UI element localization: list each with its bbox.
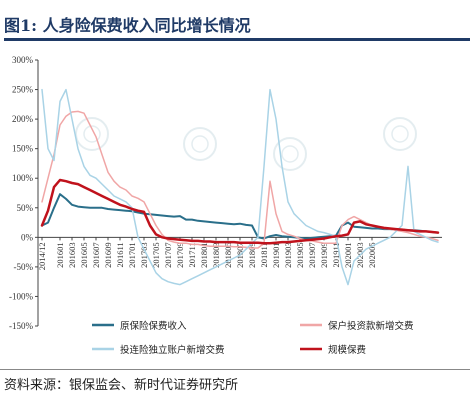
series-line — [40, 178, 440, 245]
x-tick-label: 202005 — [367, 242, 377, 267]
watermark-ring — [383, 117, 417, 151]
line-chart: 300% 250% 200% 150% 100% 50% 0% -50% -100% -150% 2… — [9, 55, 442, 356]
y-tick-label: -100% — [9, 291, 33, 301]
x-tick-label: 2014/12 — [37, 242, 47, 270]
legend-label: 保户投资款新增交费 — [328, 320, 414, 332]
source-divider — [0, 369, 470, 370]
legend-label: 投连险独立账户新增交费 — [120, 344, 225, 356]
title-divider — [4, 38, 470, 41]
y-tick-label: 250% — [12, 85, 34, 95]
watermark-logos — [75, 117, 417, 171]
x-tick-label: 201605 — [79, 242, 89, 267]
watermark-ring — [75, 117, 109, 151]
x-tick-label: 201601 — [55, 242, 65, 267]
axes: 300% 250% 200% 150% 100% 50% 0% -50% -100% -150% 2… — [9, 55, 442, 331]
x-tick-label: 201805 — [223, 242, 233, 267]
x-tick-label: 201701 — [127, 242, 137, 267]
x-tick-label: 201611 — [115, 242, 125, 267]
x-tick-label: 201801 — [199, 242, 209, 267]
watermark-logo — [273, 137, 307, 171]
watermark-inner-ring — [281, 145, 299, 163]
series-line — [41, 88, 439, 286]
legend-label: 原保险保费收入 — [120, 320, 187, 332]
watermark-logo — [383, 117, 417, 151]
legend-label: 规模保费 — [328, 344, 366, 356]
x-tick-label: 201901 — [271, 242, 281, 267]
series-line — [41, 193, 439, 240]
series-lines — [40, 88, 440, 286]
x-tick-label: 201707 — [163, 242, 173, 267]
y-tick-label: 100% — [12, 173, 34, 183]
x-tick-label: 201903 — [283, 242, 293, 267]
x-tick-label: 201705 — [151, 242, 161, 267]
y-tick-label: -50% — [14, 262, 34, 272]
watermark-inner-ring — [391, 125, 409, 143]
x-tick-label: 201905 — [295, 242, 305, 267]
x-tick-label: 201709 — [175, 242, 185, 267]
x-tick-label: 201703 — [139, 242, 149, 267]
source-note: 资料来源：银保监会、新时代证券研究所 — [4, 378, 239, 393]
watermark-ring — [183, 127, 217, 161]
x-tick-label: 201911 — [331, 242, 341, 267]
x-tick-label: 201607 — [91, 242, 101, 267]
x-tick-label: 201609 — [103, 242, 113, 267]
x-tick-label: 201711 — [187, 242, 197, 267]
y-tick-label: 150% — [12, 144, 34, 154]
y-tick-label: 50% — [17, 203, 34, 213]
x-tick-label: 201603 — [67, 242, 77, 267]
figure-header: 图1: 人身险保费收入同比增长情况 — [4, 4, 470, 41]
watermark-inner-ring — [191, 135, 209, 153]
y-tick-label: 0% — [21, 232, 34, 242]
x-tick-label: 201803 — [211, 242, 221, 267]
watermark-logo — [183, 127, 217, 161]
y-tick-label: 200% — [12, 114, 34, 124]
y-tick-label: -150% — [9, 321, 33, 331]
x-tick-label: 201811 — [259, 242, 269, 267]
x-tick-label: 201909 — [319, 242, 329, 267]
x-tick-label: 201809 — [247, 242, 257, 267]
watermark-logo — [75, 117, 109, 151]
x-tick-label: 202001 — [343, 242, 353, 267]
figure-title: 图1: 人身险保费收入同比增长情况 — [4, 16, 251, 35]
watermark-ring — [273, 137, 307, 171]
watermark-inner-ring — [83, 125, 101, 143]
x-tick-label: 201907 — [307, 242, 317, 267]
y-tick-label: 300% — [12, 55, 34, 65]
